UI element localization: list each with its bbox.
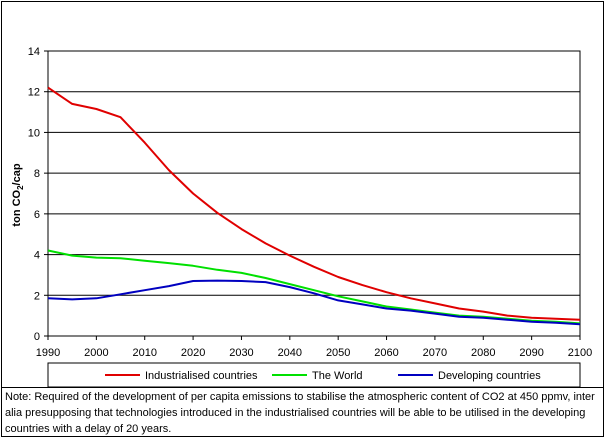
plot-area [47,50,581,337]
x-tick-label: 2080 [471,347,495,359]
legend-label-developing-countries: Developing countries [438,370,541,382]
series-line-industrialised-countries [47,86,581,321]
x-tick-label: 2060 [374,347,398,359]
y-tick-label: 0 [34,331,40,343]
y-tick-label: 2 [34,290,40,302]
note-text: Note: Required of the development of per… [5,391,595,435]
legend-label-the-world: The World [312,370,363,382]
y-tick-label: 6 [34,209,40,221]
legend: Industrialised countries The World Develop… [105,370,541,382]
x-tick-label: 2040 [278,347,302,359]
x-tick-label: 2090 [519,347,543,359]
y-tick-label: 12 [28,87,40,99]
note-divider [1,387,604,388]
x-tick-label: 2000 [84,347,108,359]
series-line-developing-countries [47,279,581,326]
y-axis-label: ton CO2/cap [11,163,25,226]
series-line-the-world [47,249,581,325]
chart: 0 2 4 6 8 10 12 14 1990 2000 2010 2020 2030 2040 2050… [11,46,592,388]
legend-label-industrialised-countries: Industrialised countries [145,370,258,382]
x-tick-label: 2100 [568,347,592,359]
x-tick-label: 2030 [229,347,253,359]
gridlines [48,91,580,296]
y-tick-label: 10 [28,127,40,139]
y-tick-label: 4 [34,250,40,262]
y-tick-label: 14 [28,46,40,58]
x-tick-label: 2050 [326,347,350,359]
x-tick-label: 1990 [36,347,60,359]
x-tick-label: 2010 [132,347,156,359]
x-tick-label: 2070 [423,347,447,359]
x-tick-label: 2020 [181,347,205,359]
y-tick-label: 8 [34,168,40,180]
